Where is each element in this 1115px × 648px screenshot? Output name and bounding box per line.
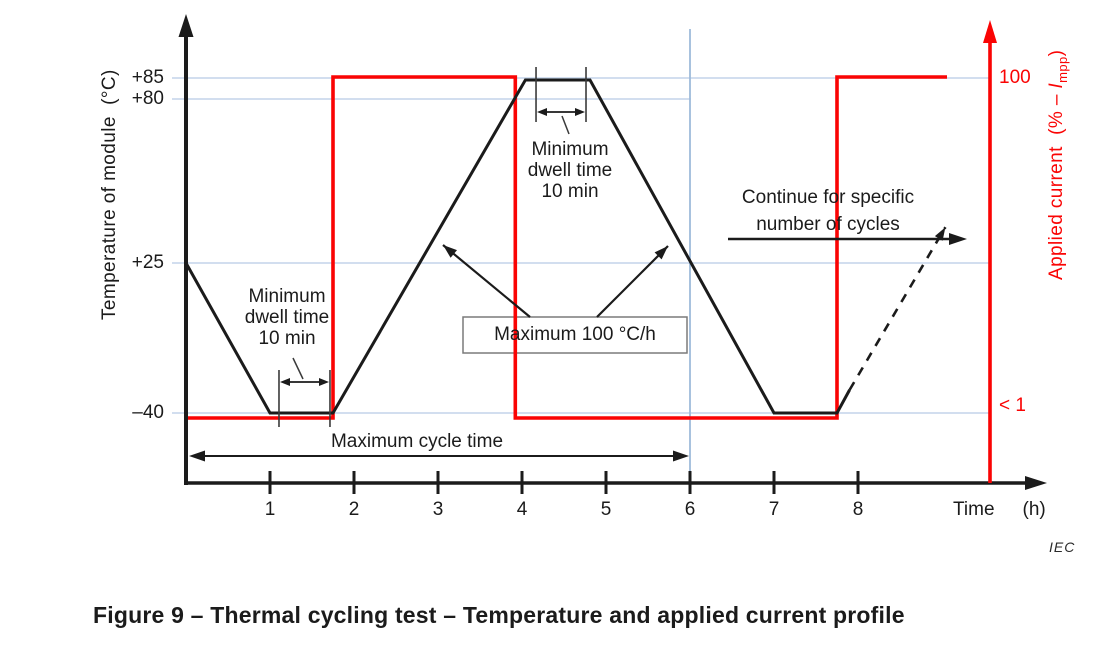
dwell-cold-leader (292, 357, 304, 380)
cycle-time-arrowhead-left (189, 450, 205, 462)
time-tick-label-1: 1 (264, 499, 276, 520)
dwell-hot-leader (561, 115, 570, 135)
time-tick-label-6: 6 (684, 499, 696, 520)
annotation-continue-line1: Continue for specific (741, 187, 915, 208)
ramp-rate-arrow-right (596, 245, 669, 318)
right-axis-title-prefix: Applied current (% – (1046, 88, 1067, 280)
right-axis-title-symbol: I (1046, 82, 1067, 89)
ramp-rate-arrowhead-right (654, 246, 668, 260)
ramp-rate-arrow-left (442, 244, 531, 318)
iec-source-mark: IEC (1049, 539, 1076, 555)
annotation-cold-dwell-line3: 10 min (258, 328, 316, 349)
annotation-hot-dwell: Minimum dwell time 10 min (510, 139, 630, 202)
cycle-time-arrowhead-right (673, 450, 689, 462)
next-cycle-arrowhead (934, 227, 946, 241)
x-axis-title: Time (h) (953, 499, 1046, 521)
temperature-line (184, 78, 851, 415)
time-tick-label-3: 3 (432, 499, 444, 520)
current-tick-label-lt1: < 1 (999, 395, 1026, 416)
dwell-cold-arrowhead-left (280, 378, 290, 386)
time-tick-label-7: 7 (768, 499, 780, 520)
annotation-continue-line2: number of cycles (756, 214, 900, 235)
annotation-cold-dwell-line2: dwell time (244, 307, 330, 328)
annotation-hot-dwell-line2: dwell time (527, 160, 613, 181)
time-axis-arrowhead (1025, 476, 1047, 490)
time-tick-label-8: 8 (852, 499, 864, 520)
annotation-ramp-rate: Maximum 100 °C/h (494, 324, 656, 345)
temperature-next-cycle-line (848, 226, 947, 391)
time-tick-label-2: 2 (348, 499, 360, 520)
annotation-hot-dwell-line1: Minimum (531, 139, 609, 160)
x-axis-title-text: Time (953, 499, 995, 520)
figure-caption: Figure 9 – Thermal cycling test – Temper… (93, 602, 905, 628)
time-tick-label-4: 4 (516, 499, 528, 520)
temp-tick-label-25: +25 (131, 252, 164, 273)
right-axis-title: Applied current (% – Impp) (1046, 50, 1074, 280)
current-axis-arrowhead (983, 20, 997, 43)
annotation-cycle-time: Maximum cycle time (330, 431, 504, 452)
applied-current-line (186, 75, 947, 420)
annotation-hot-dwell-line3: 10 min (541, 181, 599, 202)
annotation-continue: Continue for specific number of cycles (725, 184, 931, 238)
ramp-rate-arrowhead-left (443, 245, 457, 258)
dwell-hot-arrowhead-right (575, 108, 585, 116)
time-tick-label-5: 5 (600, 499, 612, 520)
dwell-hot-arrowhead-left (537, 108, 547, 116)
dwell-cold-arrowhead-right (319, 378, 329, 386)
annotation-cold-dwell-line1: Minimum (248, 286, 326, 307)
temp-tick-label-85: +85 (131, 67, 164, 88)
temp-tick-label-80: +80 (131, 88, 164, 109)
ramp-rate-box (462, 316, 688, 354)
right-axis-title-suffix: ) (1046, 49, 1067, 57)
current-tick-label-100: 100 (999, 67, 1031, 88)
temp-tick-label--40: –40 (132, 402, 164, 423)
continue-arrowhead (949, 233, 967, 245)
right-axis-title-subscript: mpp (1054, 56, 1070, 83)
temperature-axis-arrowhead (178, 14, 194, 37)
annotation-cold-dwell: Minimum dwell time 10 min (227, 286, 347, 349)
profile-plot (172, 14, 1047, 494)
x-axis-unit: (h) (1022, 499, 1046, 520)
